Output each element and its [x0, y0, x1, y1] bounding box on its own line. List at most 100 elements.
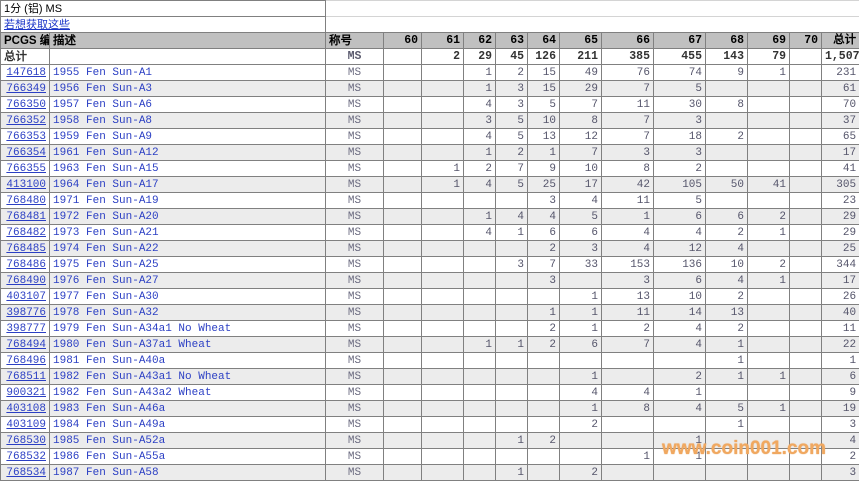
cell-pcgs-number[interactable]: 403109: [0, 416, 50, 433]
cell-grade-68: [705, 160, 748, 177]
cell-grade-62: 1: [463, 208, 496, 225]
cell-grade-63: 3: [495, 256, 528, 273]
cell-grade-60: [383, 432, 422, 449]
cell-pcgs-number[interactable]: 768511: [0, 368, 50, 385]
cell-grade-70: [789, 352, 822, 369]
table-row: 900321 1982 Fen Sun-A43a2 Wheat MS 4 4 1 9: [0, 384, 859, 401]
column-header-grade[interactable]: 称号: [325, 32, 384, 49]
cell-grade-62: [463, 448, 496, 465]
cell-grade: MS: [325, 96, 384, 113]
cell-pcgs-number[interactable]: 766355: [0, 160, 50, 177]
cell-grade-60: [383, 192, 422, 209]
column-header-grade-69[interactable]: 69: [747, 32, 790, 49]
cell-grade-66: 13: [601, 288, 654, 305]
cell-total: 9: [820, 384, 859, 401]
column-header-grade-60[interactable]: 60: [383, 32, 422, 49]
cell-description: 1982 Fen Sun-A43a1 No Wheat: [49, 368, 326, 385]
cell-grade: MS: [325, 320, 384, 337]
cell-description: 1980 Fen Sun-A37a1 Wheat: [49, 336, 326, 353]
column-header-grade-68[interactable]: 68: [705, 32, 748, 49]
get-these-link[interactable]: 若想获取这些: [0, 16, 326, 33]
cell-grade-60: [383, 112, 422, 129]
cell-grade-63: 1: [495, 432, 528, 449]
cell-grade-68: [705, 448, 748, 465]
cell-grade-63: 1: [495, 336, 528, 353]
table-row: 403107 1977 Fen Sun-A30 MS 1 13 10 2 26: [0, 288, 859, 305]
cell-pcgs-number[interactable]: 768496: [0, 352, 50, 369]
totals-value-65: 211: [559, 48, 602, 65]
cell-grade-68: 5: [705, 400, 748, 417]
cell-pcgs-number[interactable]: 768481: [0, 208, 50, 225]
cell-grade: MS: [325, 160, 384, 177]
cell-pcgs-number[interactable]: 413100: [0, 176, 50, 193]
cell-total: 17: [820, 144, 859, 161]
cell-pcgs-number[interactable]: 768532: [0, 448, 50, 465]
cell-total: 37: [820, 112, 859, 129]
cell-description: 1978 Fen Sun-A32: [49, 304, 326, 321]
cell-grade-66: 153: [601, 256, 654, 273]
cell-pcgs-number[interactable]: 766354: [0, 144, 50, 161]
cell-grade-68: [705, 80, 748, 97]
cell-pcgs-number[interactable]: 766353: [0, 128, 50, 145]
column-header-grade-64[interactable]: 64: [527, 32, 560, 49]
column-header-pcgs[interactable]: PCGS 编 号: [0, 32, 50, 49]
cell-pcgs-number[interactable]: 766350: [0, 96, 50, 113]
cell-grade-61: [421, 336, 464, 353]
column-header-grade-67[interactable]: 67: [653, 32, 706, 49]
cell-pcgs-number[interactable]: 403108: [0, 400, 50, 417]
cell-grade-70: [789, 384, 822, 401]
cell-total: 231: [820, 64, 859, 81]
column-header-grade-65[interactable]: 65: [559, 32, 602, 49]
cell-grade: MS: [325, 208, 384, 225]
cell-pcgs-number[interactable]: 768534: [0, 464, 50, 481]
table-row: 768494 1980 Fen Sun-A37a1 Wheat MS 1 1 2 6 7 4 1 2…: [0, 336, 859, 353]
cell-grade-64: 1: [527, 144, 560, 161]
cell-description: 1955 Fen Sun-A1: [49, 64, 326, 81]
cell-grade-65: 1: [559, 400, 602, 417]
cell-pcgs-number[interactable]: 403107: [0, 288, 50, 305]
cell-grade-70: [789, 160, 822, 177]
cell-grade-62: 2: [463, 160, 496, 177]
cell-grade-66: 42: [601, 176, 654, 193]
cell-grade-66: 7: [601, 336, 654, 353]
cell-grade-60: [383, 448, 422, 465]
cell-pcgs-number[interactable]: 768486: [0, 256, 50, 273]
cell-pcgs-number[interactable]: 768530: [0, 432, 50, 449]
column-header-grade-66[interactable]: 66: [601, 32, 654, 49]
cell-pcgs-number[interactable]: 768482: [0, 224, 50, 241]
cell-pcgs-number[interactable]: 147618: [0, 64, 50, 81]
column-header-grade-61[interactable]: 61: [421, 32, 464, 49]
cell-grade-66: 2: [601, 320, 654, 337]
column-header-total[interactable]: 总计: [820, 32, 859, 49]
column-header-description[interactable]: 描述: [49, 32, 326, 49]
column-header-grade-63[interactable]: 63: [495, 32, 528, 49]
cell-grade-64: [527, 464, 560, 481]
cell-pcgs-number[interactable]: 766352: [0, 112, 50, 129]
cell-pcgs-number[interactable]: 900321: [0, 384, 50, 401]
column-header-grade-70[interactable]: 70: [789, 32, 822, 49]
cell-grade-67: 12: [653, 240, 706, 257]
cell-pcgs-number[interactable]: 768490: [0, 272, 50, 289]
cell-grade-63: 7: [495, 160, 528, 177]
cell-grade-62: 1: [463, 336, 496, 353]
table-row: 403109 1984 Fen Sun-A49a MS 2 1 3: [0, 416, 859, 433]
sheet-link-row: 若想获取这些: [0, 16, 859, 33]
cell-pcgs-number[interactable]: 768494: [0, 336, 50, 353]
cell-grade-68: 2: [705, 224, 748, 241]
cell-description: 1985 Fen Sun-A52a: [49, 432, 326, 449]
cell-total: 1: [820, 352, 859, 369]
column-header-grade-62[interactable]: 62: [463, 32, 496, 49]
cell-pcgs-number[interactable]: 768480: [0, 192, 50, 209]
cell-grade: MS: [325, 352, 384, 369]
cell-grade: MS: [325, 112, 384, 129]
cell-pcgs-number[interactable]: 398776: [0, 304, 50, 321]
cell-pcgs-number[interactable]: 768485: [0, 240, 50, 257]
cell-grade-61: [421, 112, 464, 129]
cell-pcgs-number[interactable]: 398777: [0, 320, 50, 337]
table-row: 768490 1976 Fen Sun-A27 MS 3 3 6 4 1 17: [0, 272, 859, 289]
cell-grade-66: [601, 464, 654, 481]
cell-grade-67: 10: [653, 288, 706, 305]
cell-grade-62: [463, 272, 496, 289]
cell-pcgs-number[interactable]: 766349: [0, 80, 50, 97]
table-body: 1分 (铝) MS 若想获取这些: [0, 0, 859, 33]
